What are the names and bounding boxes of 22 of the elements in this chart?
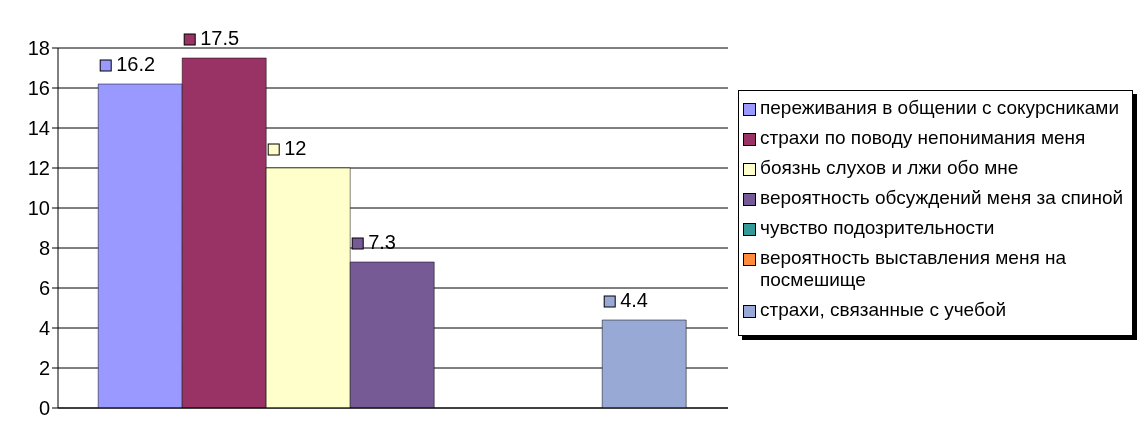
legend-label: переживания в общении с сокурсниками <box>760 97 1120 119</box>
y-tick-label: 8 <box>38 237 50 260</box>
y-tick-label: 14 <box>27 117 50 140</box>
data-label: 4.4 <box>620 289 649 311</box>
legend-label: страхи, связанные с учебой <box>760 299 1007 321</box>
data-label: 16.2 <box>116 53 156 75</box>
legend-label: чувство подозрительности <box>760 217 995 239</box>
legend-label: вероятность обсуждений меня за спиной <box>760 187 1124 209</box>
y-tick-label: 0 <box>38 397 50 420</box>
y-tick-label: 2 <box>38 357 50 380</box>
legend-label: вероятность выставления меня на посмешище <box>760 247 1068 291</box>
y-tick-label: 18 <box>27 37 50 60</box>
y-tick-label: 6 <box>38 277 50 300</box>
y-tick-label: 16 <box>27 77 50 100</box>
data-label: 7.3 <box>368 231 397 253</box>
legend-label: боязнь слухов и лжи обо мне <box>760 157 1019 179</box>
legend-label: страхи по поводу непонимания меня <box>760 127 1086 149</box>
y-tick-label: 12 <box>27 157 50 180</box>
data-label: 17.5 <box>200 27 240 49</box>
y-tick-label: 4 <box>38 317 50 340</box>
y-tick-label: 10 <box>27 197 50 220</box>
data-label: 12 <box>284 137 307 159</box>
